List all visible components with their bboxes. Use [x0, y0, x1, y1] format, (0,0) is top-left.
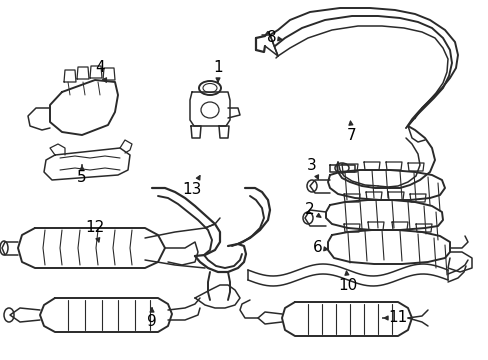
- Text: 1: 1: [213, 60, 223, 82]
- Text: 12: 12: [85, 220, 104, 242]
- Text: 3: 3: [306, 158, 318, 179]
- Text: 11: 11: [382, 310, 407, 325]
- Text: 10: 10: [338, 271, 357, 292]
- Text: 9: 9: [147, 308, 157, 329]
- Text: 4: 4: [95, 60, 106, 82]
- Text: 7: 7: [346, 121, 356, 143]
- Text: 8: 8: [266, 31, 282, 45]
- Text: 2: 2: [305, 202, 320, 217]
- Text: 13: 13: [182, 176, 201, 198]
- Text: 6: 6: [312, 240, 328, 256]
- Text: 5: 5: [77, 165, 87, 185]
